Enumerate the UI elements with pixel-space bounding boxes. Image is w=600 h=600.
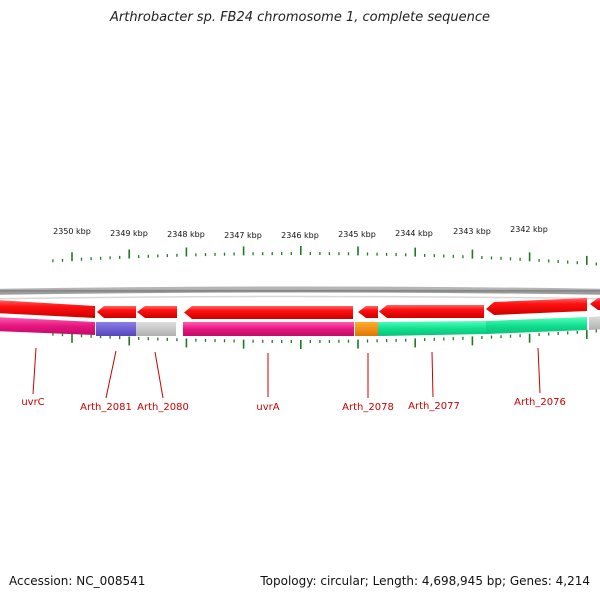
- gene-label-uvrA[interactable]: uvrA: [256, 402, 279, 413]
- kbp-label: 2347 kbp: [224, 231, 262, 240]
- gene-block-arth-2080[interactable]: [136, 322, 176, 336]
- gene-arrow[interactable]: [486, 298, 587, 315]
- gene-arrow[interactable]: [0, 300, 95, 318]
- leader-line: [105, 350, 117, 399]
- scale-ticks-bottom: [52, 329, 597, 349]
- kbp-label: 2344 kbp: [395, 229, 433, 238]
- leader-line: [154, 351, 164, 399]
- gene-block-arth-2078[interactable]: [355, 322, 378, 336]
- kbp-label: 2345 kbp: [338, 230, 376, 239]
- gene-arrow[interactable]: [184, 306, 353, 319]
- leader-line: [32, 347, 37, 395]
- forward-strand-track: [0, 298, 600, 319]
- kbp-label: 2348 kbp: [167, 230, 205, 239]
- gene-arrow[interactable]: [97, 306, 136, 318]
- backbone-arc-inner: [0, 295, 600, 300]
- backbone-arc: [0, 286, 600, 295]
- gene-block-arth-2076[interactable]: [486, 317, 587, 334]
- kbp-label: 2350 kbp: [53, 227, 91, 236]
- gene-label-arth-2076[interactable]: Arth_2076: [514, 397, 566, 408]
- gene-label-arth-2077[interactable]: Arth_2077: [408, 401, 460, 412]
- gene-arrow[interactable]: [590, 298, 600, 310]
- gene-label-uvrC[interactable]: uvrC: [21, 397, 44, 408]
- leader-line: [537, 347, 541, 394]
- leader-line: [431, 351, 434, 398]
- gene-arrow[interactable]: [358, 306, 378, 318]
- gene-color-track: [0, 316, 600, 336]
- scale-ticks-top: [52, 246, 597, 266]
- kbp-label: 2349 kbp: [110, 229, 148, 238]
- scale-labels: 2350 kbp 2349 kbp 2348 kbp 2347 kbp 2346…: [53, 225, 548, 240]
- gene-label-arth-2081[interactable]: Arth_2081: [80, 402, 132, 413]
- gene-block-uvrC[interactable]: [0, 317, 95, 335]
- gene-block-uvrA[interactable]: [183, 322, 354, 336]
- gene-block-grey-edge[interactable]: [589, 316, 600, 330]
- gene-leader-lines: [32, 347, 541, 399]
- gene-labels: uvrC Arth_2081 Arth_2080 uvrA Arth_2078 …: [21, 397, 566, 413]
- genome-summary-text: Topology: circular; Length: 4,698,945 bp…: [260, 574, 590, 588]
- gene-label-arth-2080[interactable]: Arth_2080: [137, 402, 189, 413]
- gene-block-arth-2077[interactable]: [378, 321, 486, 336]
- gene-arrow[interactable]: [137, 306, 177, 318]
- kbp-label: 2342 kbp: [510, 225, 548, 234]
- gene-arrow[interactable]: [379, 305, 484, 318]
- kbp-label: 2343 kbp: [453, 227, 491, 236]
- gene-label-arth-2078[interactable]: Arth_2078: [342, 402, 394, 413]
- kbp-label: 2346 kbp: [281, 231, 319, 240]
- map-title: Arthrobacter sp. FB24 chromosome 1, comp…: [109, 10, 491, 25]
- accession-text: Accession: NC_008541: [9, 574, 146, 588]
- gene-block-arth-2081[interactable]: [96, 322, 136, 336]
